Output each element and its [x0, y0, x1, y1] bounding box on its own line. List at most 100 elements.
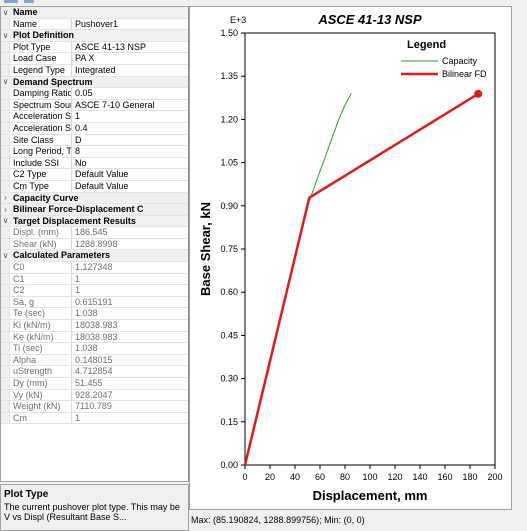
- property-name: Legend Type: [10, 64, 72, 76]
- grid-property-row: Vy (kN) 928.2047: [1, 389, 188, 402]
- x-tick-label: 100: [362, 472, 377, 482]
- expand-chevron-icon[interactable]: ›: [1, 192, 10, 204]
- y-tick-label: 1.20: [220, 114, 238, 124]
- row-gutter: [1, 134, 10, 146]
- plot-panel[interactable]: ASCE 41-13 NSP E+3 0.00 0.15 0.30 0.45 0.60 0.7…: [189, 6, 512, 510]
- row-gutter: [1, 401, 10, 412]
- grid-property-row[interactable]: Damping Ratio 0.05: [1, 88, 188, 100]
- property-value[interactable]: ASCE 41-13 NSP: [75, 41, 147, 52]
- grid-category-title: Name: [13, 7, 38, 17]
- x-axis-label: Displacement, mm: [313, 488, 428, 503]
- grid-property-row[interactable]: Plot Type ASCE 41-13 NSP: [1, 41, 188, 54]
- row-gutter: [1, 354, 10, 366]
- row-gutter: [1, 88, 10, 99]
- property-value[interactable]: No: [75, 157, 87, 168]
- expand-chevron-icon[interactable]: ›: [1, 204, 10, 215]
- collapse-chevron-icon[interactable]: ∨: [1, 30, 10, 41]
- property-name: Alpha: [10, 354, 72, 366]
- grid-property-row[interactable]: Acceleration Sc 1: [1, 111, 188, 123]
- property-value[interactable]: Integrated: [75, 64, 116, 75]
- row-gutter: [1, 53, 10, 64]
- property-value[interactable]: D: [75, 134, 82, 145]
- collapse-chevron-icon[interactable]: ∨: [1, 7, 10, 18]
- property-value[interactable]: PA X: [75, 53, 95, 64]
- property-name: Damping Ratio: [10, 88, 72, 99]
- grid-category[interactable]: ∨ Calculated Parameters: [1, 250, 188, 263]
- property-value[interactable]: 8: [75, 146, 81, 157]
- collapse-chevron-icon[interactable]: ∨: [1, 250, 10, 262]
- nsp-chart[interactable]: ASCE 41-13 NSP E+3 0.00 0.15 0.30 0.45 0.60 0.7…: [190, 7, 511, 509]
- chart-title: ASCE 41-13 NSP: [317, 12, 422, 27]
- grid-property-row[interactable]: Spectrum Soun ASCE 7-10 General: [1, 99, 188, 112]
- x-tick-label: 200: [487, 472, 502, 482]
- grid-property-row[interactable]: Include SSI No: [1, 157, 188, 170]
- row-gutter: [1, 111, 10, 122]
- grid-category-title: Calculated Parameters: [13, 250, 111, 261]
- property-grid[interactable]: ∨ Name Name Pushover1 ∨ Plot Definition Plot T…: [0, 6, 189, 482]
- grid-category[interactable]: › Capacity Curve: [1, 192, 188, 205]
- grid-property-row: Te (sec) 1.038: [1, 308, 188, 321]
- row-gutter: [1, 296, 10, 308]
- grid-property-row[interactable]: Legend Type Integrated: [1, 64, 188, 77]
- property-name: C2: [10, 285, 72, 296]
- property-name: Sa, g: [10, 296, 72, 308]
- grid-property-row[interactable]: Cm Type Default Value: [1, 180, 188, 193]
- grid-category[interactable]: ∨ Target Displacement Results: [1, 215, 188, 228]
- grid-category[interactable]: ∨ Plot Definition: [1, 30, 188, 42]
- property-value: 0.148015: [75, 354, 113, 365]
- row-gutter: [1, 366, 10, 377]
- property-name: C2 Type: [10, 169, 72, 180]
- property-value[interactable]: Default Value: [75, 180, 129, 191]
- property-value: 1.038: [75, 308, 98, 319]
- grid-property-row: Ki (kN/m) 18038.983: [1, 320, 188, 332]
- series-line-bilinear-fd: [243, 92, 479, 466]
- grid-property-row[interactable]: Acceleration S 0.4: [1, 122, 188, 135]
- x-tick-label: 0: [242, 472, 247, 482]
- toolbar-fragment: [24, 0, 34, 3]
- property-name: Acceleration S: [10, 122, 72, 134]
- property-name: Dy (mm): [10, 378, 72, 389]
- grid-category-title: Plot Definition: [13, 30, 74, 41]
- property-value[interactable]: 1: [75, 111, 81, 122]
- grid-property-row[interactable]: Name Pushover1: [1, 18, 188, 31]
- row-gutter: [1, 64, 10, 76]
- row-gutter: [1, 389, 10, 401]
- y-tick-label: 0.30: [220, 374, 238, 384]
- y-tick-label: 1.50: [220, 28, 238, 38]
- property-name: Weight (kN): [10, 401, 72, 412]
- row-gutter: [1, 18, 10, 30]
- grid-property-row: Displ. (mm) 186.545: [1, 227, 188, 239]
- row-gutter: [1, 273, 10, 285]
- property-value[interactable]: Pushover1: [75, 18, 119, 29]
- property-name: Ki (kN/m): [10, 320, 72, 331]
- grid-property-row[interactable]: Site Class D: [1, 134, 188, 147]
- legend-title: Legend: [407, 39, 446, 51]
- collapse-chevron-icon[interactable]: ∨: [1, 76, 10, 88]
- row-gutter: [1, 157, 10, 169]
- grid-category[interactable]: › Bilinear Force-Displacement C: [1, 204, 188, 216]
- grid-property-row[interactable]: Long Period, TI 8: [1, 146, 188, 158]
- grid-property-row[interactable]: Load Case PA X: [1, 53, 188, 65]
- property-value[interactable]: Default Value: [75, 169, 129, 180]
- property-value[interactable]: 0.4: [75, 122, 88, 133]
- property-value: 1288.8998: [75, 238, 118, 249]
- grid-property-row: C1 1: [1, 273, 188, 286]
- grid-property-row: Alpha 0.148015: [1, 354, 188, 367]
- property-value: 186.545: [75, 227, 108, 238]
- grid-property-row[interactable]: C2 Type Default Value: [1, 169, 188, 181]
- property-name: Plot Type: [10, 41, 72, 53]
- grid-category[interactable]: ∨ Name: [1, 7, 188, 19]
- property-value[interactable]: ASCE 7-10 General: [75, 99, 155, 110]
- property-value[interactable]: 0.05: [75, 88, 93, 99]
- property-value: 1.038: [75, 343, 98, 354]
- grid-category[interactable]: ∨ Demand Spectrum: [1, 76, 188, 89]
- property-name: C0: [10, 262, 72, 273]
- property-value: 18038.983: [75, 320, 118, 331]
- grid-property-row: Ke (kN/m) 18038.983: [1, 331, 188, 344]
- legend-entry: Bilinear FD: [442, 69, 487, 79]
- y-tick-label: 0.75: [220, 244, 238, 254]
- y-tick-label: 0.90: [220, 201, 238, 211]
- y-axis-label: Base Shear, kN: [198, 202, 213, 296]
- collapse-chevron-icon[interactable]: ∨: [1, 215, 10, 227]
- row-gutter: [1, 180, 10, 192]
